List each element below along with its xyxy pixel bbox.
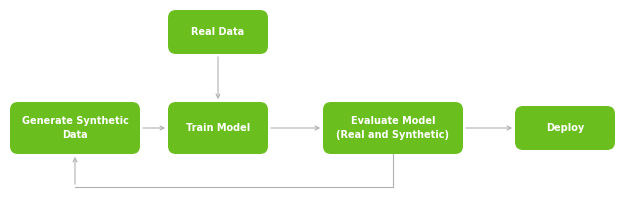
Text: Train Model: Train Model — [186, 123, 250, 133]
Text: Real Data: Real Data — [192, 27, 245, 37]
FancyBboxPatch shape — [323, 102, 463, 154]
Text: Deploy: Deploy — [546, 123, 584, 133]
FancyBboxPatch shape — [515, 106, 615, 150]
FancyBboxPatch shape — [168, 10, 268, 54]
FancyBboxPatch shape — [10, 102, 140, 154]
FancyBboxPatch shape — [168, 102, 268, 154]
Text: Evaluate Model
(Real and Synthetic): Evaluate Model (Real and Synthetic) — [336, 116, 449, 140]
Text: Generate Synthetic
Data: Generate Synthetic Data — [22, 116, 129, 140]
